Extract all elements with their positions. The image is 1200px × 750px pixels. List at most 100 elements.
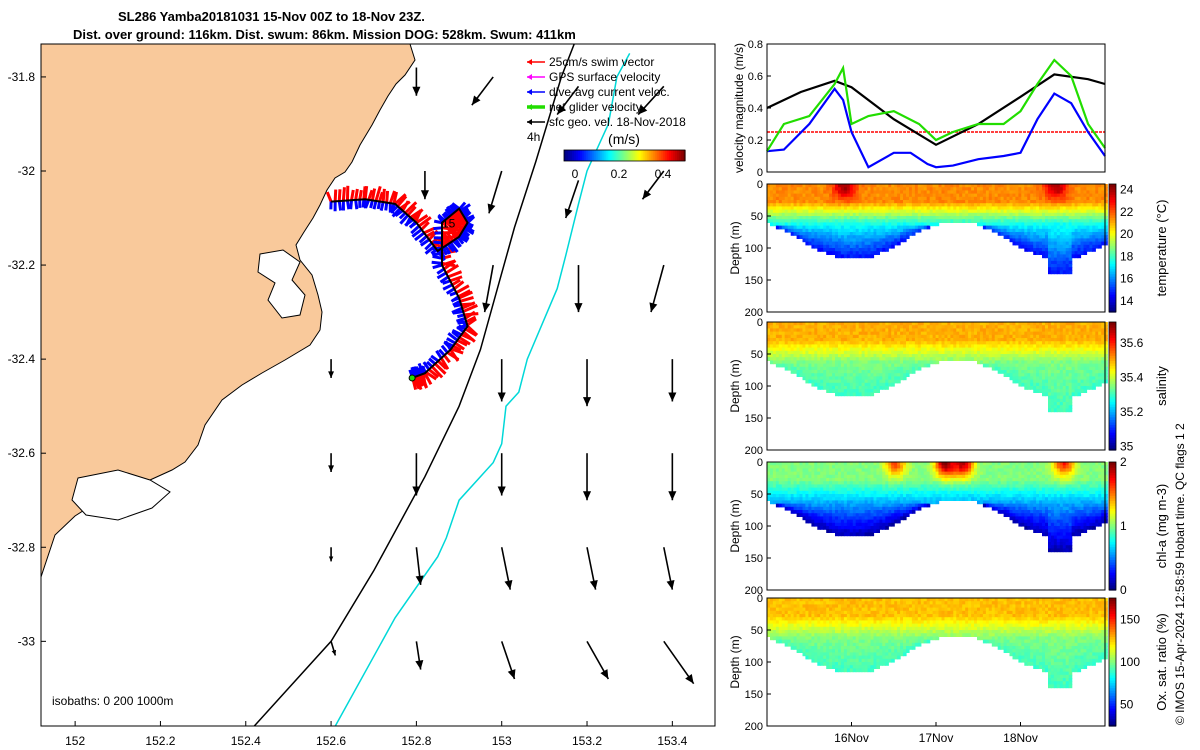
heatmap-cell [823,338,827,342]
heatmap-cell [1059,260,1064,265]
heatmap-cell [1095,238,1099,243]
heatmap-cell [985,360,990,365]
heatmap-cell [938,331,943,336]
heatmap-cell [838,228,842,233]
heatmap-cell [823,212,827,217]
swim-vector-mark [358,189,363,200]
heatmap-cell [1009,232,1014,236]
heatmap-cell [953,200,957,204]
heatmap-cell [997,344,1002,349]
depth-axis-label: Depth (m) [728,359,742,412]
heatmap-cell [1042,360,1046,365]
heatmap-cell [870,228,875,233]
heatmap-cell [950,209,954,214]
heatmap-cell [1050,206,1055,211]
heatmap-cell [781,350,786,355]
heatmap-cell [781,465,786,469]
heatmap-cell [1077,386,1082,390]
heatmap-cell [793,366,798,371]
heatmap-cell [849,248,854,252]
heatmap-cell [944,338,949,342]
heatmap-cell [1000,184,1005,188]
heatmap-cell [826,228,830,233]
heatmap-cell [903,366,907,371]
heatmap-cell [781,187,786,191]
heatmap-cell [846,187,851,191]
heatmap-cell [873,212,878,217]
heatmap-cell [811,232,815,236]
heatmap-cell [1030,360,1034,365]
heatmap-cell [829,238,833,243]
heatmap-cell [820,184,824,188]
heatmap-cell [1059,264,1064,268]
heatmap-cell [900,354,904,358]
current-vector-mark [384,202,389,211]
current-vector-mark [404,218,414,227]
heatmap-cell [778,357,783,361]
heatmap-cell [1012,328,1017,333]
heatmap-cell [1050,257,1055,262]
heatmap-cell [775,196,780,201]
heatmap-cell [1036,232,1040,236]
heatmap-cell [796,341,801,345]
heatmap-cell [1101,203,1105,207]
heatmap-cell [832,196,836,201]
geo-arrow [574,265,583,313]
heatmap-cell [1071,370,1076,374]
heatmap-cell [1039,376,1043,381]
heatmap-cell [784,474,789,479]
heatmap-cell [1000,363,1005,368]
heatmap-cell [864,354,869,358]
heatmap-cell [1000,350,1005,355]
heatmap-cell [917,344,922,349]
heatmap-cell [941,184,946,188]
heatmap-cell [1101,370,1105,374]
heatmap-cell [1021,196,1025,201]
heatmap-cell [1095,344,1099,349]
heatmap-cell [1030,200,1034,204]
heatmap-cell [1083,389,1088,393]
colorbar-cell [638,150,642,161]
heatmap-cell [1050,366,1055,371]
heatmap-cell [900,376,904,381]
heatmap-cell [974,209,978,214]
heatmap-cell [1077,341,1082,345]
colorbar-cell [1109,309,1116,313]
heatmap-cell [917,334,922,339]
heatmap-cell [1086,334,1090,339]
heatmap-cell [808,235,812,239]
heatmap-cell [1050,357,1055,361]
heatmap-cell [826,209,830,214]
heatmap-cell [1086,322,1090,326]
heatmap-cell [1045,373,1049,377]
heatmap-cell [903,225,907,230]
heatmap-cell [832,347,836,352]
colorbar-cell [1109,345,1116,349]
heatmap-cell [932,190,937,195]
heatmap-cell [1083,241,1088,246]
heatmap-cell [897,209,901,214]
heatmap-cell [790,228,795,233]
heatmap-cell [826,338,830,342]
heatmap-cell [846,216,851,220]
heatmap-cell [1045,184,1049,188]
heatmap-cell [852,248,857,252]
heatmap-cell [882,219,886,223]
heatmap-cell [843,376,848,381]
heatmap-cell [873,382,878,387]
heatmap-cell [1077,389,1082,393]
heatmap-cell [1012,222,1017,227]
heatmap-cell [1065,225,1070,230]
heatmap-cell [1012,366,1017,371]
heatmap-cell [861,190,866,195]
heatmap-cell [1074,216,1079,220]
heatmap-cell [926,222,931,227]
heatmap-cell [767,184,771,188]
heatmap-cell [929,206,934,211]
heatmap-cell [1086,373,1090,377]
heatmap-cell [781,484,786,489]
heatmap-cell [1077,322,1082,326]
heatmap-cell [772,331,777,336]
heatmap-cell [1042,338,1046,342]
heatmap-cell [974,344,978,349]
